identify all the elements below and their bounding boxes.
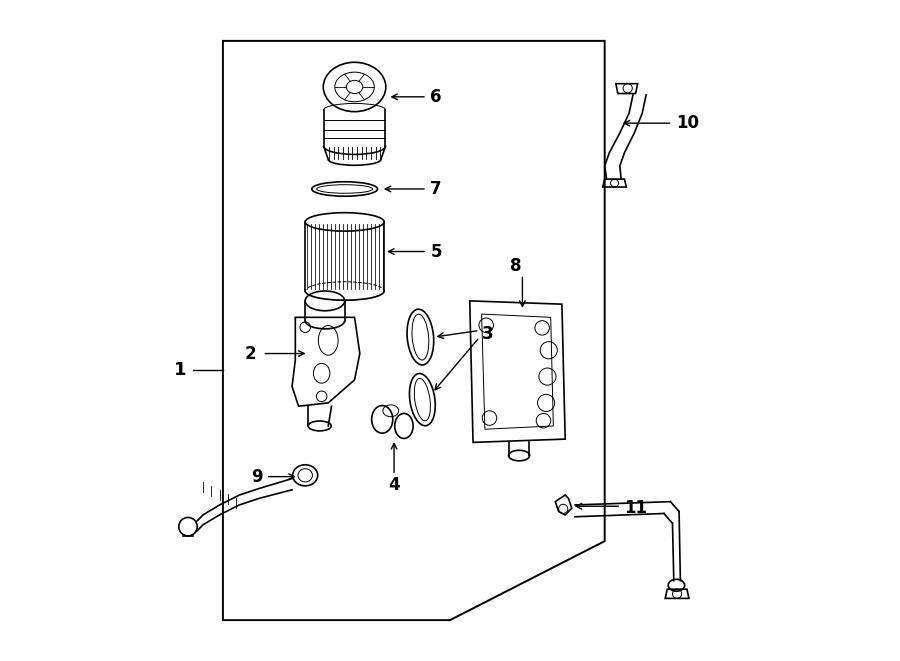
Text: 8: 8 [510,257,522,275]
Text: 5: 5 [430,243,442,260]
Text: 7: 7 [430,180,442,198]
Text: 6: 6 [430,88,442,106]
Text: 4: 4 [388,476,400,494]
Text: 1: 1 [174,361,186,379]
Text: 11: 11 [625,499,647,517]
Text: 3: 3 [482,325,493,343]
Text: 2: 2 [244,344,256,362]
Text: 9: 9 [251,467,263,486]
Text: 10: 10 [676,114,698,132]
